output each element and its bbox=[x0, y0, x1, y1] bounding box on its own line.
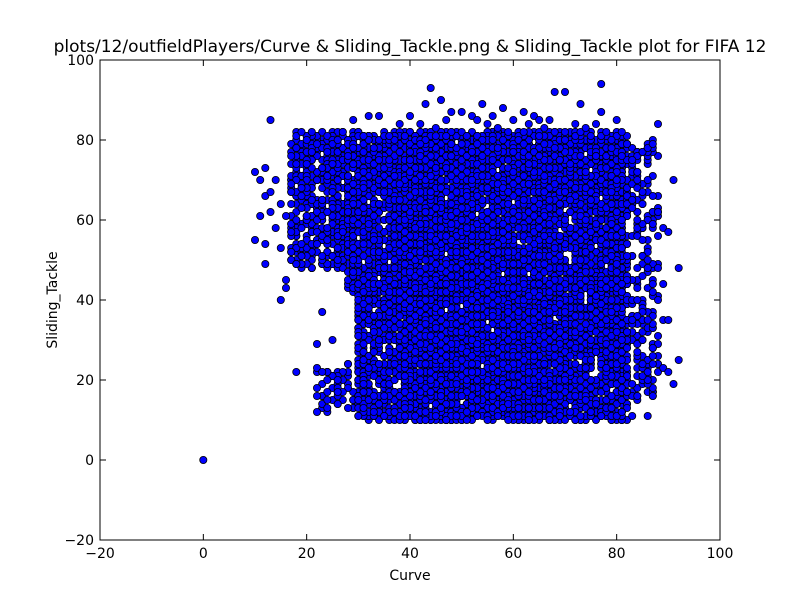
data-point bbox=[287, 179, 296, 188]
data-point bbox=[349, 179, 358, 188]
data-point bbox=[297, 239, 306, 248]
data-point bbox=[323, 147, 332, 156]
data-point bbox=[343, 207, 352, 216]
data-point bbox=[287, 247, 296, 256]
data-point bbox=[359, 131, 368, 140]
chart-title: plots/12/outfieldPlayers/Curve & Sliding… bbox=[54, 37, 767, 57]
data-point bbox=[323, 395, 332, 404]
data-point bbox=[333, 175, 342, 184]
data-point bbox=[328, 159, 337, 168]
data-point bbox=[504, 127, 513, 136]
data-point bbox=[374, 247, 383, 256]
data-point bbox=[390, 255, 399, 264]
data-point bbox=[374, 155, 383, 164]
data-point bbox=[369, 211, 378, 220]
data-point bbox=[369, 235, 378, 244]
data-point bbox=[369, 143, 378, 152]
data-point bbox=[364, 219, 373, 228]
data-point bbox=[328, 187, 337, 196]
data-point bbox=[297, 223, 306, 232]
data-point bbox=[349, 187, 358, 196]
data-point bbox=[349, 255, 358, 264]
data-point bbox=[307, 195, 316, 204]
data-point bbox=[297, 191, 306, 200]
data-point bbox=[498, 135, 507, 144]
data-point bbox=[338, 227, 347, 236]
data-point bbox=[385, 155, 394, 164]
data-point bbox=[380, 263, 389, 272]
data-point bbox=[566, 207, 575, 216]
data-point bbox=[374, 223, 383, 232]
data-point bbox=[581, 215, 590, 224]
data-point bbox=[592, 151, 601, 160]
data-point bbox=[297, 251, 306, 260]
data-point bbox=[359, 183, 368, 192]
data-point bbox=[292, 215, 301, 224]
data-point bbox=[566, 195, 575, 204]
data-point bbox=[359, 147, 368, 156]
data-point bbox=[323, 403, 332, 412]
data-point bbox=[333, 375, 342, 384]
data-point bbox=[581, 183, 590, 192]
data-point bbox=[374, 199, 383, 208]
data-point bbox=[576, 255, 585, 264]
data-point bbox=[592, 219, 601, 228]
data-point bbox=[581, 167, 590, 176]
data-point bbox=[380, 187, 389, 196]
data-point bbox=[328, 219, 337, 228]
data-point bbox=[292, 159, 301, 168]
data-point bbox=[380, 179, 389, 188]
data-point bbox=[307, 147, 316, 156]
data-point bbox=[343, 171, 352, 180]
data-point bbox=[571, 183, 580, 192]
data-points bbox=[199, 80, 683, 464]
data-point bbox=[349, 143, 358, 152]
data-point bbox=[323, 235, 332, 244]
data-point bbox=[349, 159, 358, 168]
data-point bbox=[333, 387, 342, 396]
data-point bbox=[323, 223, 332, 232]
data-point bbox=[343, 403, 352, 412]
data-point bbox=[292, 131, 301, 140]
data-point bbox=[581, 247, 590, 256]
data-point bbox=[354, 219, 363, 228]
data-point bbox=[359, 251, 368, 260]
data-point bbox=[287, 187, 296, 196]
data-point bbox=[390, 231, 399, 240]
data-point bbox=[323, 171, 332, 180]
data-point bbox=[359, 167, 368, 176]
data-point bbox=[343, 151, 352, 160]
data-point bbox=[318, 195, 327, 204]
data-point bbox=[297, 203, 306, 212]
data-point bbox=[292, 143, 301, 152]
data-point bbox=[586, 195, 595, 204]
data-point bbox=[302, 211, 311, 220]
data-point bbox=[312, 239, 321, 248]
data-point bbox=[566, 159, 575, 168]
data-point bbox=[586, 227, 595, 236]
data-point bbox=[323, 207, 332, 216]
data-point bbox=[359, 203, 368, 212]
data-point bbox=[302, 135, 311, 144]
data-point bbox=[318, 251, 327, 260]
data-point bbox=[390, 263, 399, 272]
data-point bbox=[287, 199, 296, 208]
data-point bbox=[581, 267, 590, 276]
data-point bbox=[571, 231, 580, 240]
data-point bbox=[312, 175, 321, 184]
data-point bbox=[576, 151, 585, 160]
data-point bbox=[323, 387, 332, 396]
data-point bbox=[349, 267, 358, 276]
data-point bbox=[333, 135, 342, 144]
data-point bbox=[349, 199, 358, 208]
data-point bbox=[318, 163, 327, 172]
data-point bbox=[312, 383, 321, 392]
data-point bbox=[333, 243, 342, 252]
data-point bbox=[333, 255, 342, 264]
data-point bbox=[390, 171, 399, 180]
data-point bbox=[359, 239, 368, 248]
data-point bbox=[312, 139, 321, 148]
data-point bbox=[349, 243, 358, 252]
